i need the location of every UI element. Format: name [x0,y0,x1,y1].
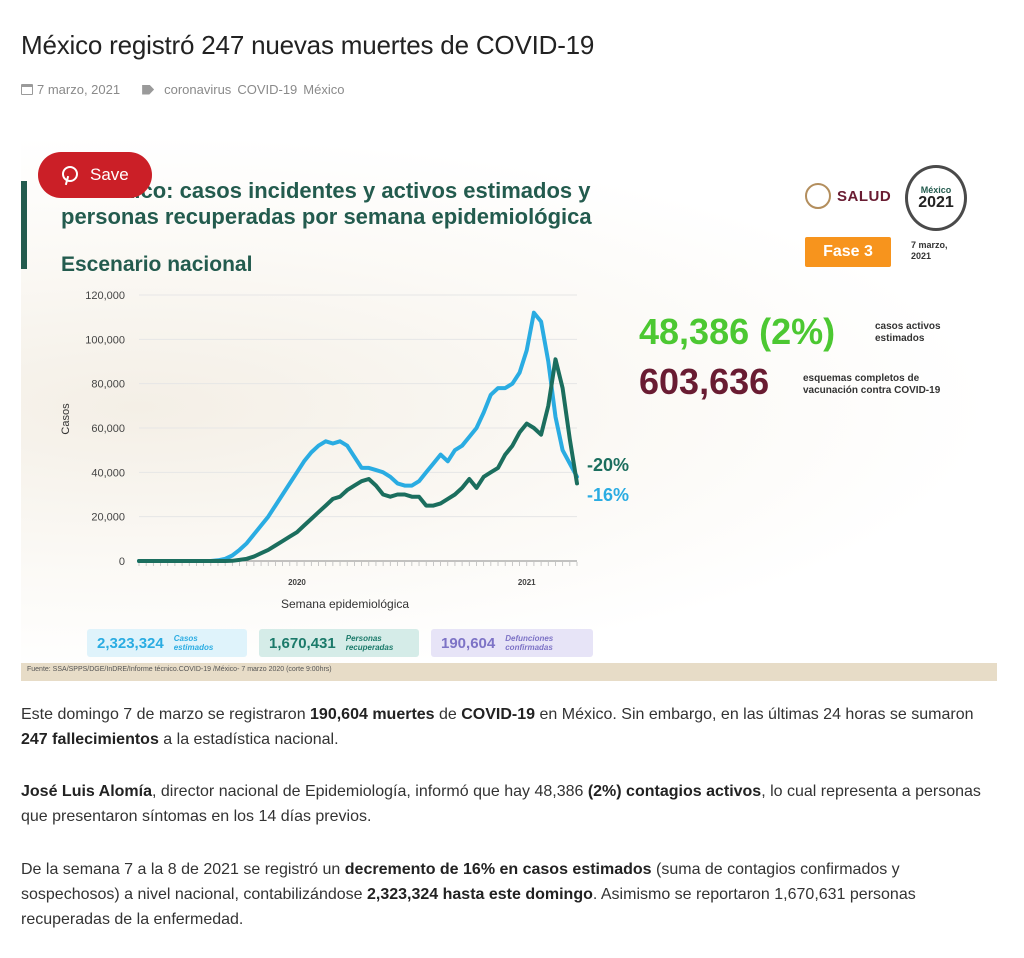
fase-badge: Fase 3 [805,237,891,267]
y-tick-label: 100,000 [85,334,125,346]
active-cases-value: 48,386 (2%) [639,311,836,352]
y-tick-label: 20,000 [91,512,125,524]
series-line-recovered [137,357,579,563]
salud-seal-icon [805,183,831,209]
source-strip [21,663,997,681]
vaccine-value: 603,636 [639,361,770,402]
annotation-recovered-change: -20% [587,455,629,475]
tag-icon [142,84,155,95]
y-tick-label: 40,000 [91,467,125,479]
y-tick-label: 80,000 [91,379,125,391]
article-paragraph-2: José Luis Alomía, director nacional de E… [21,783,981,825]
pinterest-save-button[interactable]: Save [38,152,152,198]
y-axis-label: Casos [60,403,72,435]
series-line-cases [137,310,579,563]
x-axis-label: Semana epidemiológica [281,597,409,611]
infographic-background [21,133,997,681]
infographic-subtitle: Escenario nacional [61,253,253,276]
pinterest-icon [60,166,78,184]
article-paragraph-1: Este domingo 7 de marzo se registraron 1… [21,706,974,748]
cases-line-chart: 0 20,000 40,000 60,000 80,000 100,000 120,000 2… [60,290,629,611]
x-year-label: 2021 [518,578,536,587]
total-recovered-box: 1,670,431 Personas recuperadas [259,629,419,657]
tag-link-mexico[interactable]: México [303,82,345,97]
y-tick-label: 60,000 [91,423,125,435]
x-year-label: 2020 [288,578,306,587]
total-cases-box: 2,323,324 Casos estimados [87,629,247,657]
y-tick-label: 120,000 [85,290,125,302]
y-tick-label: 0 [119,556,125,568]
infographic-title: 19 México: casos incidentes y activos es… [61,178,592,229]
title-accent-bar [21,181,27,269]
active-cases-label: casos activos estimados [875,321,941,344]
total-deaths-box: 190,604 Defunciones confirmadas [431,629,593,657]
mexico-2021-logo: México 2021 [905,165,967,231]
infographic-date: 7 marzo, 2021 [911,240,948,261]
tag-link-coronavirus[interactable]: coronavirus [164,82,232,97]
covid-infographic: 19 México: casos incidentes y activos es… [21,133,997,681]
post-date: 7 marzo, 2021 [37,82,121,97]
post-title: México registró 247 nuevas muertes de CO… [21,30,595,60]
salud-logo: SALUD [805,183,891,209]
post-meta: 7 marzo, 2021 coronavirus COVID-19 Méxic… [21,82,350,97]
source-text: Fuente: SSA/SPPS/DGE/InDRE/Informe técni… [27,666,332,673]
tag-link-covid19[interactable]: COVID-19 [237,82,298,97]
article-paragraph-3: De la semana 7 a la 8 de 2021 se registr… [21,861,916,928]
annotation-cases-change: -16% [587,485,629,505]
calendar-icon [21,84,33,95]
vaccine-label: esquemas completos de vacunación contra … [803,373,941,396]
